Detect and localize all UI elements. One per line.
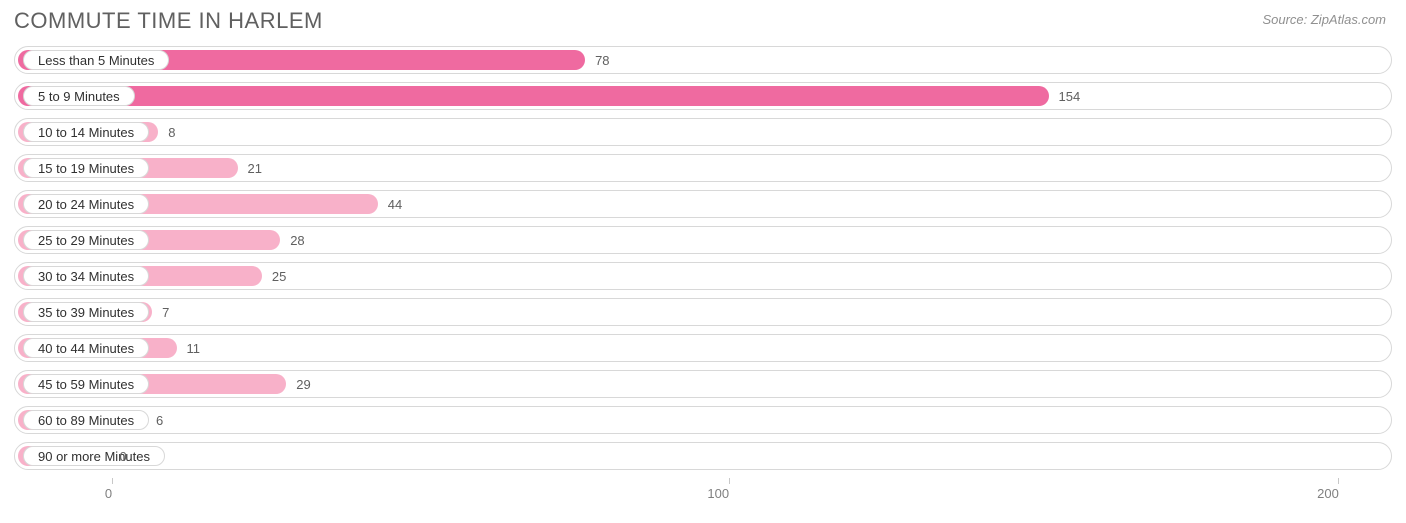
bar-row: 30 to 34 Minutes 25	[14, 262, 1392, 290]
x-tick: 0	[108, 478, 115, 501]
bar-value-label: 0	[119, 443, 126, 469]
bar-row: 35 to 39 Minutes 7	[14, 298, 1392, 326]
x-axis: 0 100 200	[14, 478, 1392, 508]
x-tick: 200	[1328, 478, 1350, 501]
bar-value-label: 78	[595, 47, 609, 73]
bar-row: 25 to 29 Minutes 28	[14, 226, 1392, 254]
bar-value-label: 11	[187, 335, 201, 361]
bar-row: 60 to 89 Minutes 6	[14, 406, 1392, 434]
bar-category-label: 35 to 39 Minutes	[23, 302, 149, 322]
bar-category-label: 90 or more Minutes	[23, 446, 165, 466]
bar-category-label: 15 to 19 Minutes	[23, 158, 149, 178]
bar-value-label: 29	[296, 371, 310, 397]
bar-value-label: 6	[156, 407, 163, 433]
bar-category-label: Less than 5 Minutes	[23, 50, 169, 70]
x-tick-mark	[112, 478, 113, 484]
bar-category-label: 20 to 24 Minutes	[23, 194, 149, 214]
bar-row: Less than 5 Minutes 78	[14, 46, 1392, 74]
bar-row: 15 to 19 Minutes 21	[14, 154, 1392, 182]
bar-row: 5 to 9 Minutes 154	[14, 82, 1392, 110]
chart-title: COMMUTE TIME IN HARLEM	[14, 8, 323, 34]
bar-chart: Less than 5 Minutes785 to 9 Minutes15410…	[0, 42, 1406, 470]
x-tick-mark	[729, 478, 730, 484]
chart-source: Source: ZipAtlas.com	[1262, 12, 1386, 27]
bar-row: 45 to 59 Minutes 29	[14, 370, 1392, 398]
bar-category-label: 25 to 29 Minutes	[23, 230, 149, 250]
bar-category-label: 40 to 44 Minutes	[23, 338, 149, 358]
bar-row: 10 to 14 Minutes 8	[14, 118, 1392, 146]
x-tick-label: 100	[707, 486, 729, 501]
bar-category-label: 45 to 59 Minutes	[23, 374, 149, 394]
bar-value-label: 154	[1059, 83, 1081, 109]
chart-header: COMMUTE TIME IN HARLEM Source: ZipAtlas.…	[0, 0, 1406, 42]
bar-value-label: 28	[290, 227, 304, 253]
bar-category-label: 60 to 89 Minutes	[23, 410, 149, 430]
bar-category-label: 30 to 34 Minutes	[23, 266, 149, 286]
bar-row: 90 or more Minutes0	[14, 442, 1392, 470]
bar-value-label: 25	[272, 263, 286, 289]
bar-value-label: 21	[248, 155, 262, 181]
bar-category-label: 5 to 9 Minutes	[23, 86, 135, 106]
bar-category-label: 10 to 14 Minutes	[23, 122, 149, 142]
x-tick: 100	[718, 478, 740, 501]
x-tick-mark	[1338, 478, 1339, 484]
x-tick-label: 200	[1317, 486, 1339, 501]
bar-value-label: 7	[162, 299, 169, 325]
bar-row: 20 to 24 Minutes 44	[14, 190, 1392, 218]
bar-value-label: 44	[388, 191, 402, 217]
x-tick-label: 0	[105, 486, 112, 501]
bar-value-label: 8	[168, 119, 175, 145]
bar	[18, 86, 1049, 106]
bar-row: 40 to 44 Minutes 11	[14, 334, 1392, 362]
